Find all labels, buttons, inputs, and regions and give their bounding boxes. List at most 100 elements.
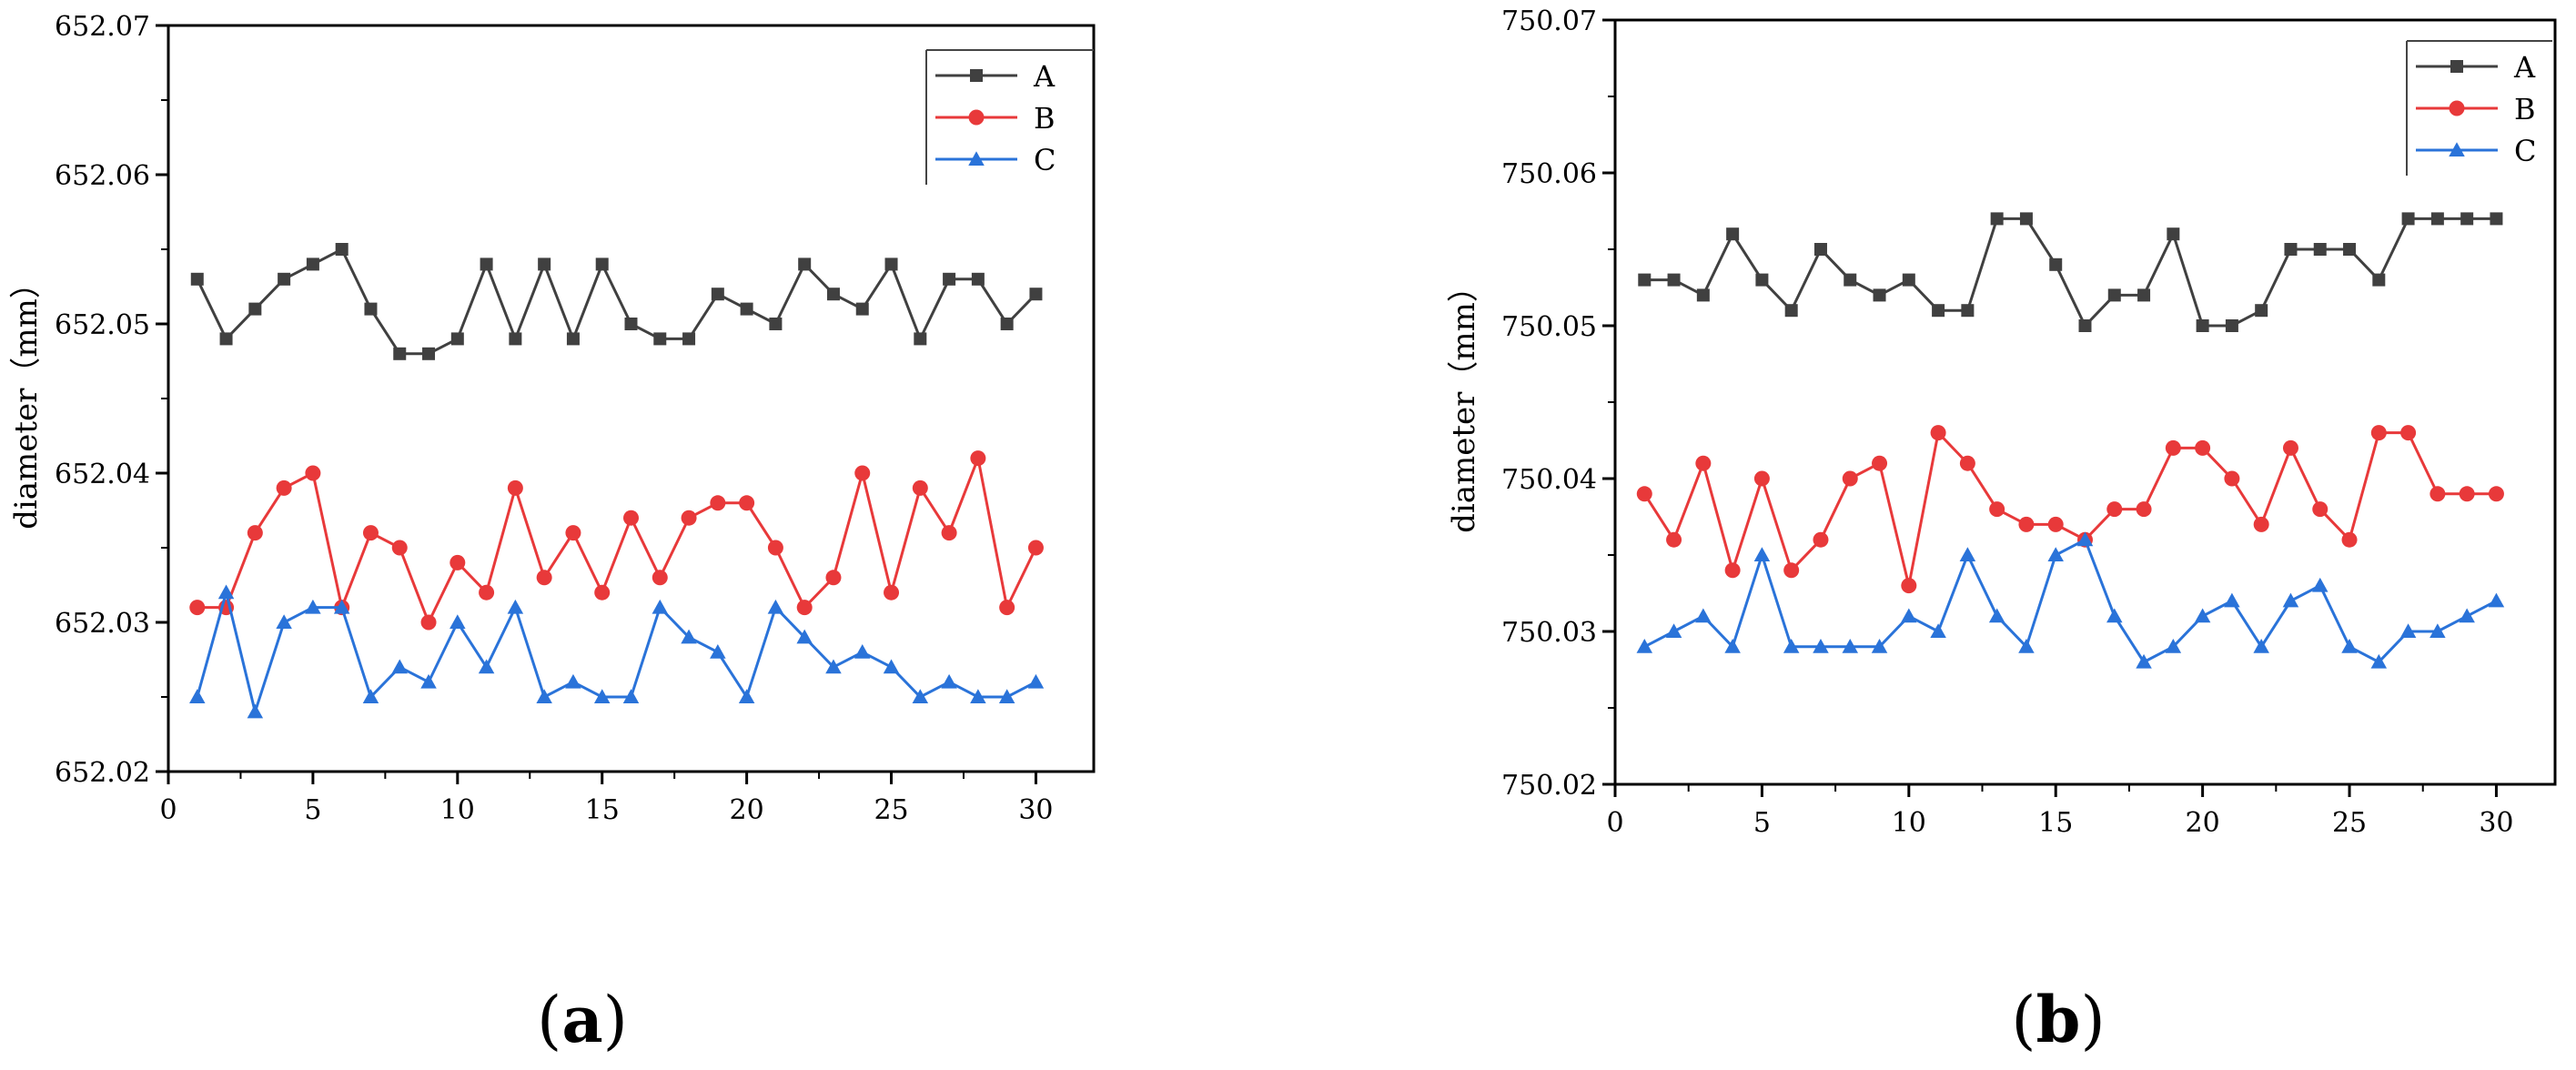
data-point-A xyxy=(509,332,522,346)
data-point-C xyxy=(247,703,264,719)
data-point-A xyxy=(2284,243,2298,256)
data-point-C xyxy=(2106,608,2123,623)
legend-marker-A xyxy=(2450,60,2463,73)
data-point-B xyxy=(247,525,263,541)
data-point-B xyxy=(305,465,321,481)
data-point-A xyxy=(2460,212,2474,226)
data-point-B xyxy=(1930,425,1946,441)
data-point-C xyxy=(1724,639,1741,653)
data-point-C xyxy=(2136,653,2152,669)
y-tick-label: 652.07 xyxy=(55,11,150,43)
data-point-A xyxy=(1726,227,1740,241)
data-point-A xyxy=(2430,212,2444,226)
legend-marker-C xyxy=(2449,142,2465,156)
data-point-C xyxy=(420,673,437,689)
data-point-B xyxy=(2136,501,2152,518)
data-point-B xyxy=(2341,531,2358,548)
data-point-A xyxy=(1813,243,1827,256)
data-point-A xyxy=(335,243,349,256)
data-point-A xyxy=(450,332,464,346)
x-tick-label: 25 xyxy=(874,794,908,826)
data-point-B xyxy=(941,525,957,541)
data-point-C xyxy=(681,629,697,644)
series-line-B xyxy=(197,453,1037,626)
data-point-A xyxy=(682,332,696,346)
series-line-C xyxy=(1643,538,2498,664)
data-point-B xyxy=(2165,439,2181,456)
legend-label-A: A xyxy=(1033,59,1056,94)
data-point-A xyxy=(2019,212,2033,226)
x-tick-label: 5 xyxy=(1753,807,1771,839)
data-point-C xyxy=(276,614,292,629)
data-point-B xyxy=(2224,470,2240,487)
data-point-B xyxy=(2400,425,2417,441)
data-point-C xyxy=(2253,639,2269,653)
data-point-B xyxy=(739,495,755,511)
data-point-C xyxy=(1988,608,2005,623)
data-point-C xyxy=(565,673,581,689)
data-point-A xyxy=(740,302,753,316)
data-point-C xyxy=(1959,547,1976,561)
data-point-A xyxy=(2049,257,2063,271)
data-point-C xyxy=(1695,608,1712,623)
data-point-B xyxy=(2047,516,2064,532)
data-point-A xyxy=(306,257,319,271)
data-point-A xyxy=(219,332,233,346)
data-point-A xyxy=(1696,288,1710,302)
data-point-A xyxy=(624,318,638,330)
y-axis-label: diameter（mm） xyxy=(8,268,45,530)
data-point-B xyxy=(2459,486,2475,502)
y-tick-label: 750.06 xyxy=(1501,158,1597,190)
data-point-A xyxy=(190,272,204,286)
data-point-C xyxy=(2076,531,2094,547)
data-point-B xyxy=(2430,486,2446,502)
data-point-B xyxy=(1636,486,1652,502)
y-tick-label: 750.02 xyxy=(1501,770,1597,802)
data-point-A xyxy=(364,302,378,316)
data-point-A xyxy=(1638,273,1652,287)
data-point-A xyxy=(855,302,869,316)
data-point-A xyxy=(422,347,436,360)
x-tick-label: 20 xyxy=(2186,807,2220,839)
data-point-B xyxy=(1813,531,1829,548)
legend-marker-B xyxy=(2449,100,2465,116)
data-point-B xyxy=(1959,455,1975,471)
data-point-C xyxy=(1871,639,1888,653)
data-point-B xyxy=(652,570,668,586)
data-point-C xyxy=(593,689,611,703)
data-point-B xyxy=(796,600,813,616)
x-tick-label: 5 xyxy=(304,794,321,826)
y-tick-label: 652.05 xyxy=(55,309,150,341)
y-tick-label: 652.04 xyxy=(55,459,150,490)
data-point-B xyxy=(276,479,292,496)
data-point-C xyxy=(2488,592,2505,608)
data-point-B xyxy=(681,510,697,526)
data-point-A xyxy=(566,332,580,346)
data-point-B xyxy=(2312,501,2329,518)
data-point-B xyxy=(1666,531,1682,548)
y-tick-label: 750.03 xyxy=(1501,617,1597,649)
data-point-C xyxy=(912,689,929,703)
data-point-C xyxy=(1027,673,1045,689)
data-point-A xyxy=(1873,288,1886,302)
x-tick-label: 0 xyxy=(159,794,177,826)
y-axis-label: diameter（mm） xyxy=(1446,271,1482,533)
legend: ABC xyxy=(2406,40,2552,176)
chart-b: 0 5 10 15 20 25 30 750.02 750.03 750.04 750.05 750.… xyxy=(1446,5,2557,1057)
y-tick-label: 652.06 xyxy=(55,160,150,192)
data-point-B xyxy=(825,570,842,586)
legend: ABC xyxy=(925,49,1094,185)
series-line-A xyxy=(1644,217,2497,328)
data-point-C xyxy=(189,689,206,703)
data-point-B xyxy=(1783,562,1800,579)
data-point-B xyxy=(450,554,466,570)
data-point-C xyxy=(1930,623,1946,638)
data-point-A xyxy=(1844,273,1857,287)
data-point-C xyxy=(1901,608,1917,623)
panel-paren-close: ) xyxy=(2080,983,2105,1057)
data-point-B xyxy=(767,540,783,556)
data-point-A xyxy=(798,257,812,271)
panel-label: (a) xyxy=(537,982,628,1057)
data-point-A xyxy=(2078,319,2092,332)
data-point-C xyxy=(450,614,466,629)
